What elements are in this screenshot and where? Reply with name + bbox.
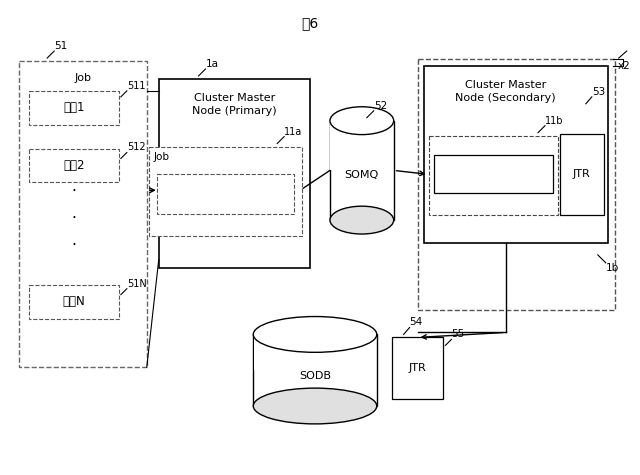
Bar [330, 121, 393, 171]
Text: Job Controller: Job Controller [458, 170, 529, 180]
Bar [429, 135, 558, 215]
Bar [19, 61, 147, 367]
Text: 54: 54 [410, 317, 423, 327]
Text: ·
·
·: · · · [72, 184, 77, 253]
Text: 55: 55 [451, 329, 465, 340]
Bar [417, 59, 614, 310]
Ellipse shape [330, 206, 394, 234]
Text: 処理N: 処理N [63, 295, 86, 308]
Bar [560, 133, 604, 215]
Text: SOMQ: SOMQ [345, 171, 379, 180]
Bar [392, 337, 444, 399]
Text: 1b: 1b [605, 263, 619, 273]
Text: 図6: 図6 [301, 16, 319, 30]
Text: 処理2: 処理2 [63, 159, 85, 172]
Text: 51N: 51N [127, 279, 147, 289]
Bar [29, 91, 119, 124]
Bar [159, 79, 310, 268]
Ellipse shape [330, 107, 394, 134]
Text: 11b: 11b [545, 115, 563, 126]
Text: Job: Job [74, 73, 92, 83]
Bar [424, 66, 608, 243]
Text: Cluster Master
Node (Primary): Cluster Master Node (Primary) [192, 93, 276, 116]
Text: Job: Job [154, 152, 170, 162]
Ellipse shape [253, 316, 377, 352]
Text: Cluster Master
Node (Secondary): Cluster Master Node (Secondary) [456, 80, 556, 103]
Bar [254, 334, 376, 370]
Bar [148, 146, 302, 236]
Ellipse shape [253, 388, 377, 424]
Text: 11a: 11a [284, 127, 303, 137]
Text: 処理1: 処理1 [63, 101, 85, 114]
Text: 1a: 1a [205, 59, 218, 69]
Text: JTR: JTR [409, 363, 426, 373]
Text: SODB: SODB [299, 371, 331, 381]
Text: 51: 51 [54, 41, 67, 51]
Text: Job Controller: Job Controller [188, 189, 263, 199]
Bar [29, 149, 119, 182]
Bar [433, 155, 553, 193]
Text: 53: 53 [592, 87, 605, 97]
Bar [253, 334, 377, 406]
Bar [157, 174, 294, 214]
Bar [29, 285, 119, 319]
Text: 511: 511 [127, 81, 145, 91]
Text: JTR: JTR [573, 170, 591, 180]
Text: x2: x2 [618, 61, 630, 71]
Text: 512: 512 [127, 142, 145, 152]
Bar [330, 121, 394, 220]
Text: 52: 52 [374, 101, 387, 111]
